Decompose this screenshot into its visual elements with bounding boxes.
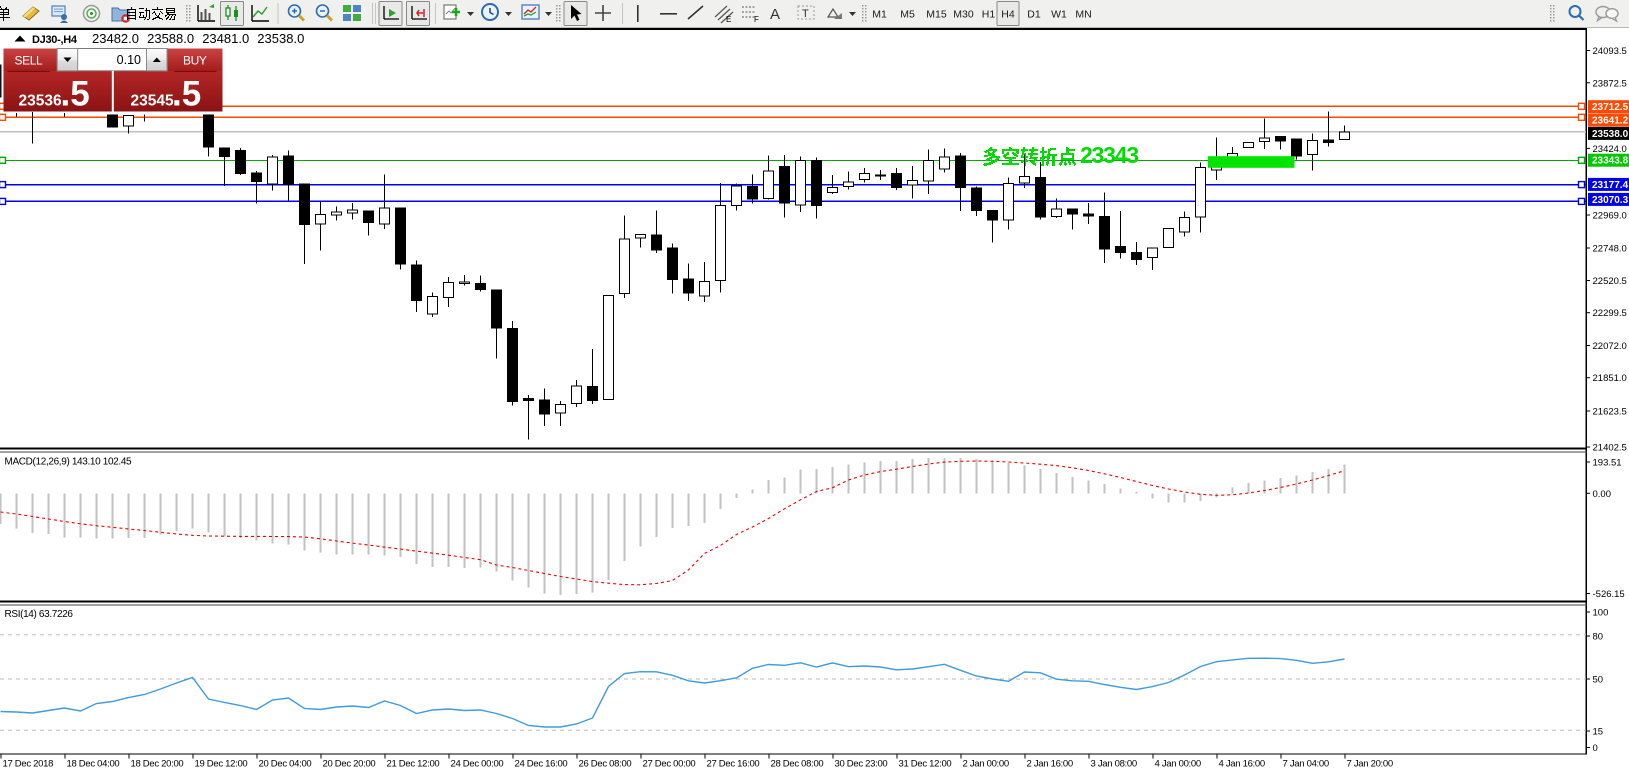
svg-text:17 Dec 2018: 17 Dec 2018: [3, 759, 54, 770]
svg-text:31 Dec 12:00: 31 Dec 12:00: [899, 759, 952, 770]
svg-text:21 Dec 12:00: 21 Dec 12:00: [387, 759, 440, 770]
svg-text:20 Dec 20:00: 20 Dec 20:00: [323, 759, 376, 770]
svg-text:4 Jan 16:00: 4 Jan 16:00: [1219, 759, 1265, 770]
svg-text:23424.0: 23424.0: [1593, 144, 1627, 155]
svg-text:2 Jan 16:00: 2 Jan 16:00: [1027, 759, 1073, 770]
svg-text:W1: W1: [1051, 9, 1067, 21]
svg-text:E: E: [726, 15, 731, 24]
svg-text:15: 15: [1593, 727, 1604, 738]
svg-text:T: T: [802, 8, 809, 20]
svg-text:26 Dec 08:00: 26 Dec 08:00: [579, 759, 632, 770]
svg-text:0.00: 0.00: [1593, 489, 1612, 500]
svg-text:21623.5: 21623.5: [1593, 407, 1627, 418]
svg-text:.5: .5: [61, 75, 90, 114]
svg-text:2 Jan 00:00: 2 Jan 00:00: [963, 759, 1009, 770]
svg-text:23641.2: 23641.2: [1592, 116, 1629, 127]
svg-text:18 Dec 04:00: 18 Dec 04:00: [67, 759, 120, 770]
svg-text:H4: H4: [1001, 9, 1015, 21]
svg-text:18 Dec 20:00: 18 Dec 20:00: [131, 759, 184, 770]
svg-text:22072.0: 22072.0: [1593, 341, 1627, 352]
svg-text:SELL: SELL: [15, 54, 43, 68]
svg-text:22969.0: 22969.0: [1593, 211, 1627, 222]
svg-text:27 Dec 00:00: 27 Dec 00:00: [643, 759, 696, 770]
svg-text:M1: M1: [872, 9, 887, 21]
svg-text:30 Dec 23:00: 30 Dec 23:00: [835, 759, 888, 770]
svg-text:BUY: BUY: [183, 54, 207, 68]
svg-text:.5: .5: [172, 75, 201, 114]
svg-text:27 Dec 16:00: 27 Dec 16:00: [707, 759, 760, 770]
svg-text:20 Dec 04:00: 20 Dec 04:00: [259, 759, 312, 770]
svg-text:MACD(12,26,9) 143.10 102.45: MACD(12,26,9) 143.10 102.45: [5, 457, 133, 468]
svg-text:7 Jan 20:00: 7 Jan 20:00: [1347, 759, 1393, 770]
svg-text:19 Dec 12:00: 19 Dec 12:00: [195, 759, 248, 770]
svg-text:3 Jan 08:00: 3 Jan 08:00: [1091, 759, 1137, 770]
svg-text:22520.5: 22520.5: [1593, 276, 1627, 287]
svg-text:23343: 23343: [1080, 142, 1138, 168]
svg-text:M15: M15: [926, 9, 947, 21]
svg-text:4 Jan 00:00: 4 Jan 00:00: [1155, 759, 1201, 770]
svg-text:22299.5: 22299.5: [1593, 308, 1627, 319]
svg-text:23712.5: 23712.5: [1592, 102, 1629, 113]
svg-text:24 Dec 00:00: 24 Dec 00:00: [451, 759, 504, 770]
svg-text:100: 100: [1593, 608, 1609, 619]
svg-text:23538.0: 23538.0: [1592, 129, 1629, 140]
svg-text:0: 0: [1593, 743, 1598, 754]
svg-text:23545: 23545: [131, 93, 174, 110]
svg-text:21402.5: 21402.5: [1593, 443, 1627, 454]
svg-text:23872.5: 23872.5: [1593, 78, 1627, 89]
svg-text:7 Jan 04:00: 7 Jan 04:00: [1283, 759, 1329, 770]
svg-text:24 Dec 16:00: 24 Dec 16:00: [515, 759, 568, 770]
svg-text:DJ30-,H4: DJ30-,H4: [32, 34, 78, 46]
svg-text:23070.3: 23070.3: [1592, 195, 1629, 206]
svg-text:F: F: [754, 15, 759, 24]
svg-text:H1: H1: [982, 9, 996, 21]
svg-text:23343.8: 23343.8: [1592, 156, 1629, 167]
svg-text:22748.0: 22748.0: [1593, 244, 1627, 255]
svg-text:28 Dec 08:00: 28 Dec 08:00: [771, 759, 824, 770]
svg-text:0.10: 0.10: [117, 53, 141, 67]
svg-text:193.51: 193.51: [1593, 458, 1622, 469]
svg-text:-526.15: -526.15: [1593, 589, 1625, 600]
svg-text:23482.0 23588.0 23481.0 23538.: 23482.0 23588.0 23481.0 23538.0: [92, 31, 304, 46]
svg-text:21851.0: 21851.0: [1593, 373, 1627, 384]
svg-text:23536: 23536: [19, 93, 62, 110]
svg-text:50: 50: [1593, 675, 1604, 686]
svg-text:M5: M5: [900, 9, 915, 21]
svg-text:MN: MN: [1075, 9, 1091, 21]
svg-text:80: 80: [1593, 632, 1604, 643]
svg-text:RSI(14) 63.7226: RSI(14) 63.7226: [5, 609, 74, 620]
svg-text:23177.4: 23177.4: [1592, 180, 1629, 191]
svg-text:24093.5: 24093.5: [1593, 46, 1627, 57]
svg-text:A: A: [770, 6, 780, 23]
svg-text:D1: D1: [1027, 9, 1041, 21]
svg-text:M30: M30: [953, 9, 974, 21]
